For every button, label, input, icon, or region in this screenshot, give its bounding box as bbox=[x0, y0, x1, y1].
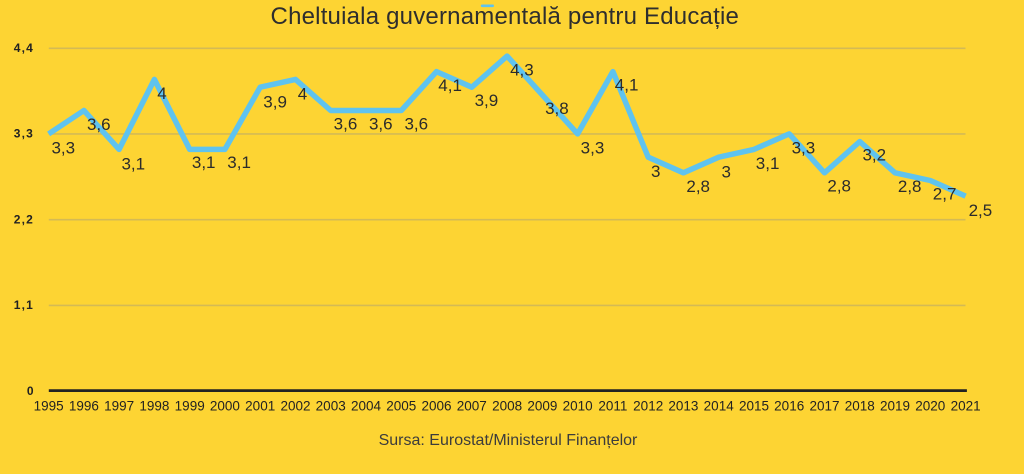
svg-text:1,1: 1,1 bbox=[14, 298, 34, 312]
svg-text:3,3: 3,3 bbox=[792, 139, 816, 158]
svg-text:3: 3 bbox=[651, 162, 660, 181]
svg-text:3,9: 3,9 bbox=[475, 91, 499, 110]
svg-text:2002: 2002 bbox=[280, 399, 310, 414]
svg-text:3,1: 3,1 bbox=[756, 154, 780, 173]
svg-text:2006: 2006 bbox=[421, 399, 451, 414]
svg-text:2,5: 2,5 bbox=[969, 201, 993, 220]
svg-text:1997: 1997 bbox=[104, 399, 134, 414]
svg-text:2015: 2015 bbox=[739, 399, 769, 414]
svg-text:3: 3 bbox=[721, 162, 730, 181]
svg-text:4,1: 4,1 bbox=[615, 76, 639, 95]
svg-text:4,4: 4,4 bbox=[14, 41, 34, 55]
svg-text:3,6: 3,6 bbox=[87, 115, 111, 134]
svg-text:2003: 2003 bbox=[316, 399, 346, 414]
svg-text:2013: 2013 bbox=[668, 399, 698, 414]
svg-text:2021: 2021 bbox=[951, 399, 981, 414]
svg-text:1996: 1996 bbox=[69, 399, 99, 414]
svg-text:2,7: 2,7 bbox=[933, 185, 957, 204]
svg-text:4: 4 bbox=[157, 84, 166, 103]
svg-text:2,8: 2,8 bbox=[827, 177, 851, 196]
svg-text:3,8: 3,8 bbox=[545, 99, 569, 118]
svg-text:3,2: 3,2 bbox=[862, 145, 886, 164]
svg-text:3,1: 3,1 bbox=[192, 153, 216, 172]
svg-text:1998: 1998 bbox=[139, 399, 169, 414]
svg-text:4,3: 4,3 bbox=[510, 61, 534, 80]
svg-text:2010: 2010 bbox=[563, 399, 593, 414]
svg-text:4,1: 4,1 bbox=[438, 76, 462, 95]
svg-text:3,9: 3,9 bbox=[263, 93, 287, 112]
svg-text:2009: 2009 bbox=[527, 399, 557, 414]
svg-text:4: 4 bbox=[298, 84, 307, 103]
svg-text:2005: 2005 bbox=[386, 399, 416, 414]
svg-text:2,8: 2,8 bbox=[686, 177, 710, 196]
svg-text:2014: 2014 bbox=[704, 399, 735, 414]
svg-text:2008: 2008 bbox=[492, 399, 522, 414]
svg-text:3,6: 3,6 bbox=[369, 115, 393, 134]
svg-text:3,3: 3,3 bbox=[51, 139, 75, 158]
svg-text:3,3: 3,3 bbox=[581, 139, 605, 158]
svg-text:3,1: 3,1 bbox=[227, 153, 251, 172]
svg-text:Sursa: Eurostat/Ministerul Fin: Sursa: Eurostat/Ministerul Finanțelor bbox=[379, 432, 638, 449]
svg-text:2004: 2004 bbox=[351, 399, 382, 414]
svg-text:1995: 1995 bbox=[34, 399, 64, 414]
svg-text:2011: 2011 bbox=[598, 399, 627, 414]
svg-text:3,1: 3,1 bbox=[121, 155, 145, 174]
svg-text:2016: 2016 bbox=[774, 399, 804, 414]
svg-text:3,6: 3,6 bbox=[404, 115, 428, 134]
svg-text:3,3: 3,3 bbox=[14, 127, 34, 141]
svg-text:2001: 2001 bbox=[245, 399, 275, 414]
svg-text:Cheltuiala guvernamentală pent: Cheltuiala guvernamentală pentru Educați… bbox=[271, 3, 740, 30]
svg-text:3,6: 3,6 bbox=[334, 115, 358, 134]
svg-text:2019: 2019 bbox=[880, 399, 910, 414]
svg-text:1999: 1999 bbox=[175, 399, 205, 414]
svg-text:2020: 2020 bbox=[915, 399, 945, 414]
svg-text:2012: 2012 bbox=[633, 399, 663, 414]
svg-text:0: 0 bbox=[27, 384, 35, 398]
svg-text:2007: 2007 bbox=[457, 399, 487, 414]
svg-text:2000: 2000 bbox=[210, 399, 240, 414]
svg-text:2018: 2018 bbox=[845, 399, 875, 414]
svg-text:2017: 2017 bbox=[809, 399, 839, 414]
svg-text:2,2: 2,2 bbox=[14, 213, 34, 227]
svg-text:2,8: 2,8 bbox=[898, 177, 922, 196]
